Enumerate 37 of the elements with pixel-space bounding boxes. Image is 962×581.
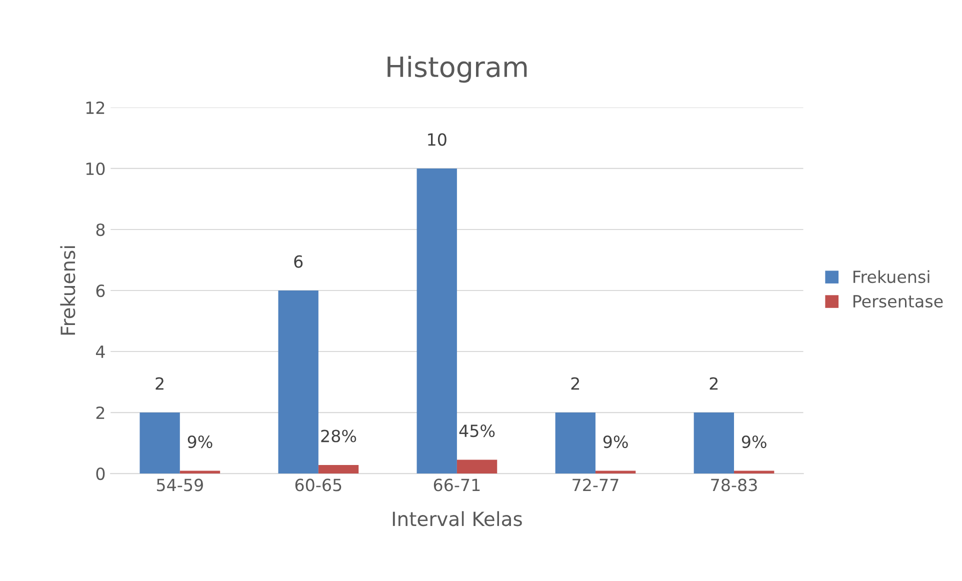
bar: [734, 470, 774, 474]
y-tick-label: 2: [96, 406, 104, 419]
legend-label: Frekuensi: [854, 270, 930, 284]
data-label: 6: [294, 255, 303, 268]
legend-label: Persentase: [854, 295, 943, 308]
data-label: 9%: [603, 435, 628, 448]
y-tick-label: 0: [96, 467, 105, 480]
x-tick-label: 66-71: [434, 478, 480, 492]
data-label: 2: [710, 377, 718, 390]
data-label: 2: [571, 377, 580, 390]
data-label: 2: [156, 377, 164, 390]
x-axis-title: Interval Kelas: [392, 511, 522, 526]
bar: [278, 290, 318, 474]
x-tick-label: 72-77: [572, 478, 618, 492]
y-tick-label: 6: [96, 284, 105, 298]
data-label: 10: [428, 133, 446, 146]
bar: [456, 460, 498, 474]
bar: [416, 168, 457, 474]
y-tick-label: 4: [96, 346, 105, 358]
x-tick-label: 60-65: [295, 478, 342, 492]
bar: [595, 470, 636, 474]
data-label: 45%: [459, 424, 495, 438]
data-label: 28%: [321, 430, 356, 442]
bar: [694, 412, 734, 474]
chart-title: Histogram: [388, 56, 527, 83]
bar: [140, 412, 180, 474]
x-tick-label: 54-59: [156, 478, 203, 492]
x-tick-label: 78-83: [711, 478, 757, 492]
data-label: 9%: [188, 435, 212, 448]
y-axis-title: Frekuensi: [60, 246, 76, 335]
bar: [555, 412, 596, 474]
bar: [318, 464, 359, 474]
data-label: 9%: [742, 435, 766, 448]
bar: [180, 470, 220, 474]
y-tick-label: 10: [86, 162, 105, 176]
y-tick-label: 8: [96, 223, 105, 236]
y-tick-label: 12: [86, 101, 104, 114]
